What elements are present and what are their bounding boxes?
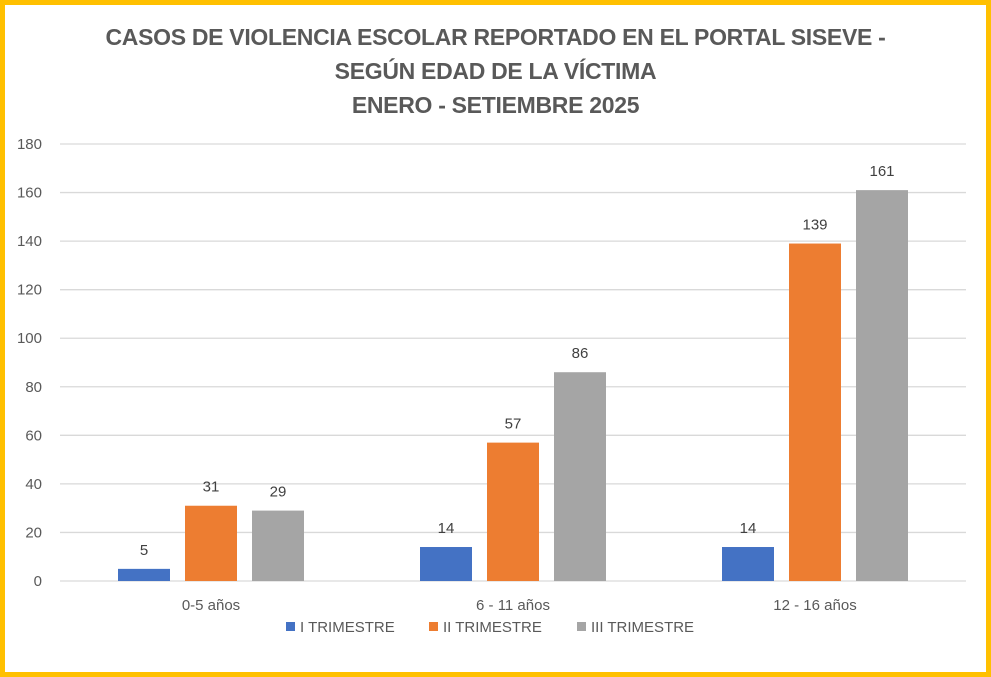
data-label: 29 xyxy=(270,484,287,501)
data-labels: 5 31 29 14 57 86 14 139 161 xyxy=(140,163,895,559)
legend-swatch xyxy=(429,622,438,631)
bar-i-trimestre xyxy=(118,568,170,581)
legend: I TRIMESTRE II TRIMESTRE III TRIMESTRE xyxy=(286,619,694,636)
chart-title-line-3: ENERO - SETIEMBRE 2025 xyxy=(351,92,640,118)
data-label: 57 xyxy=(505,416,522,433)
chart-title: CASOS DE VIOLENCIA ESCOLAR REPORTADO EN … xyxy=(0,20,991,122)
data-label: 5 xyxy=(140,542,148,559)
y-axis: 0 20 40 60 80 100 120 140 160 180 xyxy=(17,136,42,590)
legend-item: II TRIMESTRE xyxy=(429,619,542,636)
chart-title-line-2: SEGÚN EDAD DE LA VÍCTIMA xyxy=(334,58,657,84)
bar-iii-trimestre xyxy=(252,510,304,581)
y-tick-label: 140 xyxy=(17,233,42,250)
legend-label: III TRIMESTRE xyxy=(591,619,694,636)
legend-swatch xyxy=(577,622,586,631)
bar-i-trimestre xyxy=(722,547,774,581)
bar-ii-trimestre xyxy=(185,505,237,581)
legend-label: II TRIMESTRE xyxy=(443,619,542,636)
data-label: 161 xyxy=(869,163,894,180)
legend-label: I TRIMESTRE xyxy=(300,619,395,636)
legend-swatch xyxy=(286,622,295,631)
y-tick-label: 100 xyxy=(17,330,42,347)
data-label: 14 xyxy=(740,520,757,537)
data-label: 14 xyxy=(438,520,455,537)
chart-title-line-1: CASOS DE VIOLENCIA ESCOLAR REPORTADO EN … xyxy=(105,24,886,50)
bar-iii-trimestre xyxy=(554,372,606,581)
x-axis: 0-5 años 6 - 11 años 12 - 16 años xyxy=(182,597,857,614)
y-tick-label: 80 xyxy=(25,379,42,396)
y-tick-label: 60 xyxy=(25,427,42,444)
y-tick-label: 20 xyxy=(25,524,42,541)
y-tick-label: 180 xyxy=(17,136,42,153)
bar-iii-trimestre xyxy=(856,190,908,581)
x-tick-label: 12 - 16 años xyxy=(773,597,856,614)
data-label: 31 xyxy=(203,479,220,496)
bar-ii-trimestre xyxy=(789,243,841,582)
bars xyxy=(118,190,908,582)
legend-item: III TRIMESTRE xyxy=(577,619,694,636)
y-tick-label: 0 xyxy=(34,573,42,590)
legend-item: I TRIMESTRE xyxy=(286,619,395,636)
y-tick-label: 160 xyxy=(17,185,42,202)
bar-i-trimestre xyxy=(420,547,472,581)
bar-ii-trimestre xyxy=(487,442,539,581)
data-label: 86 xyxy=(572,345,589,362)
x-tick-label: 6 - 11 años xyxy=(476,597,550,614)
data-label: 139 xyxy=(802,217,827,234)
y-tick-label: 120 xyxy=(17,282,42,299)
y-tick-label: 40 xyxy=(25,476,42,493)
x-tick-label: 0-5 años xyxy=(182,597,240,614)
